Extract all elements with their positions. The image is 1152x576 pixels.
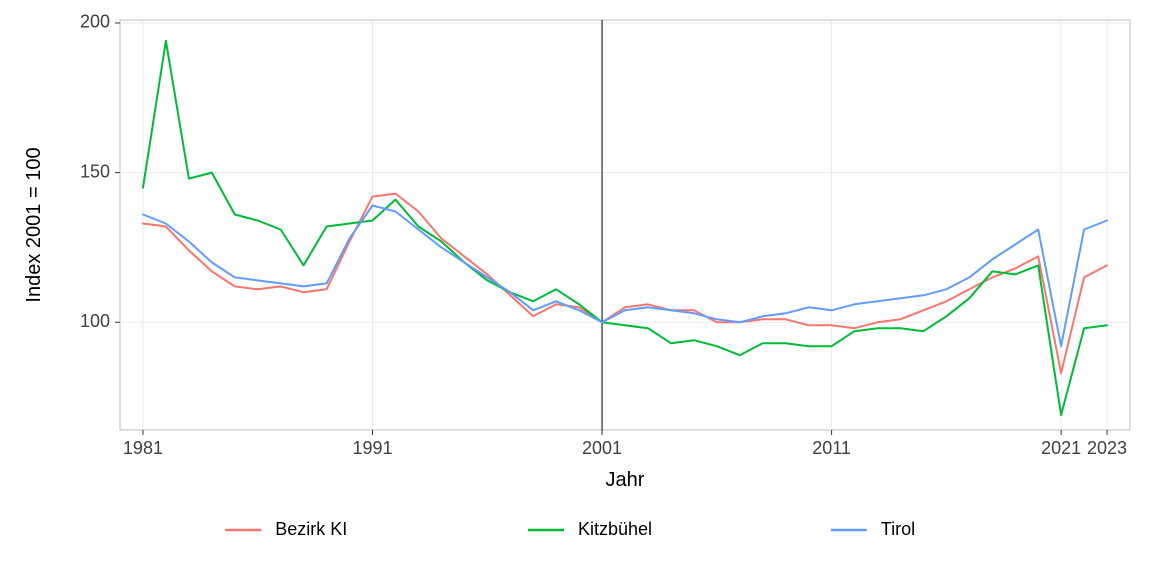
tick-label-x: 2001 (582, 438, 622, 458)
x-axis-title: Jahr (606, 469, 645, 491)
tick-label-y: 100 (80, 311, 110, 331)
tick-label-x: 2023 (1087, 438, 1127, 458)
tick-label-x: 2011 (812, 438, 851, 458)
legend-label: Kitzbühel (578, 519, 652, 539)
legend-label: Bezirk KI (275, 519, 347, 539)
y-axis-title: Index 2001 = 100 (23, 147, 45, 302)
tick-label-x: 1991 (352, 438, 392, 458)
tick-label-y: 150 (80, 161, 110, 181)
chart-svg: 100 150 200 1981 1991 2001 2011 2021 2023 Jahr Ind… (0, 0, 1152, 576)
legend-label: Tirol (881, 519, 915, 539)
line-chart: 100 150 200 1981 1991 2001 2011 2021 2023 Jahr Ind… (0, 0, 1152, 576)
tick-label-y: 200 (80, 12, 110, 32)
tick-label-x: 2021 (1041, 438, 1081, 458)
tick-label-x: 1981 (123, 438, 163, 458)
